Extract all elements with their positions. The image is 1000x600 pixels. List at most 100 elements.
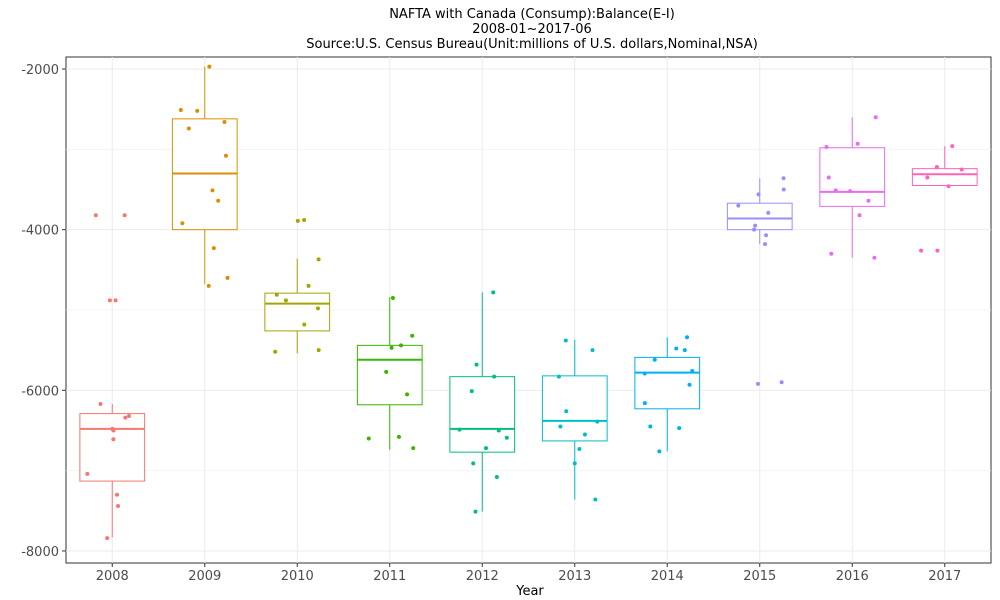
data-point — [274, 292, 279, 297]
data-point — [105, 536, 110, 541]
data-point — [872, 255, 877, 260]
x-tick-label: 2014 — [651, 569, 684, 584]
data-point — [405, 392, 410, 397]
data-point — [494, 475, 499, 480]
x-axis: 2008 2009 2010 2011 2012 2013 2014 2015 2016 2017 — [96, 563, 961, 584]
data-point — [595, 419, 600, 424]
data-point — [186, 126, 191, 131]
data-point — [302, 322, 307, 327]
data-point — [873, 115, 878, 120]
x-tick-label: 2017 — [928, 569, 961, 584]
data-point — [116, 503, 121, 508]
data-point — [829, 251, 834, 256]
data-point — [222, 120, 227, 125]
x-axis-title: Year — [515, 584, 544, 599]
data-point — [556, 374, 561, 379]
x-tick-label: 2008 — [96, 569, 129, 584]
x-tick-label: 2011 — [373, 569, 406, 584]
data-point — [389, 345, 394, 350]
box-2010 — [264, 218, 331, 354]
chart-title-line-2: 2008-01~2017-06 — [472, 22, 592, 37]
data-point — [935, 248, 940, 253]
data-point — [677, 426, 682, 431]
data-point — [366, 436, 371, 441]
data-point — [211, 246, 216, 251]
data-point — [127, 414, 132, 419]
data-point — [180, 221, 185, 226]
box-body — [79, 413, 146, 482]
data-point — [687, 382, 692, 387]
data-point — [483, 446, 488, 451]
data-point — [764, 233, 769, 238]
data-point — [111, 437, 116, 442]
box-2015 — [726, 176, 793, 386]
data-point — [652, 357, 657, 362]
data-point — [824, 144, 829, 149]
data-point — [690, 369, 695, 374]
data-point — [657, 449, 662, 454]
box-2011 — [356, 295, 423, 451]
data-point — [563, 338, 568, 343]
data-point — [855, 141, 860, 146]
data-point — [866, 198, 871, 203]
data-point — [950, 144, 955, 149]
data-point — [122, 213, 127, 218]
y-tick-label: -8000 — [21, 545, 59, 560]
data-point — [959, 167, 964, 172]
data-point — [384, 369, 389, 374]
box-body — [264, 292, 331, 332]
data-point — [781, 187, 786, 192]
data-point — [85, 471, 90, 476]
box-2009 — [171, 64, 238, 288]
data-point — [682, 348, 687, 353]
data-point — [471, 461, 476, 466]
data-point — [577, 446, 582, 451]
x-tick-label: 2016 — [836, 569, 869, 584]
data-point — [590, 348, 595, 353]
data-point — [504, 435, 509, 440]
data-point — [223, 153, 228, 158]
data-point — [178, 108, 183, 113]
y-tick-label: -4000 — [21, 224, 59, 239]
data-point — [195, 108, 200, 113]
data-point — [582, 432, 587, 437]
data-point — [111, 428, 116, 433]
data-point — [411, 446, 416, 451]
data-point — [399, 343, 404, 348]
data-point — [315, 306, 320, 311]
chart-title: NAFTA with Canada (Consump):Balance(E-I)… — [306, 7, 758, 52]
data-point — [115, 492, 120, 497]
data-point — [925, 175, 930, 180]
data-point — [496, 428, 501, 433]
data-point — [107, 298, 112, 303]
data-point — [206, 283, 211, 288]
data-point — [934, 165, 939, 170]
data-point — [642, 371, 647, 376]
data-point — [123, 415, 128, 420]
data-point — [736, 203, 741, 208]
box-2008 — [79, 213, 146, 541]
data-point — [826, 175, 831, 180]
box-2017 — [911, 144, 978, 253]
box-body — [911, 168, 978, 187]
data-point — [306, 283, 311, 288]
data-point — [316, 257, 321, 262]
box-body — [541, 375, 608, 442]
data-point — [755, 381, 760, 386]
data-point — [410, 333, 415, 338]
data-point — [946, 184, 951, 189]
data-point — [648, 424, 653, 429]
data-point — [98, 401, 103, 406]
box-2016 — [819, 115, 886, 260]
x-tick-label: 2015 — [743, 569, 776, 584]
data-point — [642, 401, 647, 406]
data-point — [283, 298, 288, 303]
data-point — [833, 188, 838, 193]
box-body — [726, 202, 793, 231]
data-point — [390, 295, 395, 300]
data-point — [457, 427, 462, 432]
chart-title-line-1: NAFTA with Canada (Consump):Balance(E-I) — [389, 7, 675, 22]
data-point — [674, 346, 679, 351]
data-point — [848, 189, 853, 194]
